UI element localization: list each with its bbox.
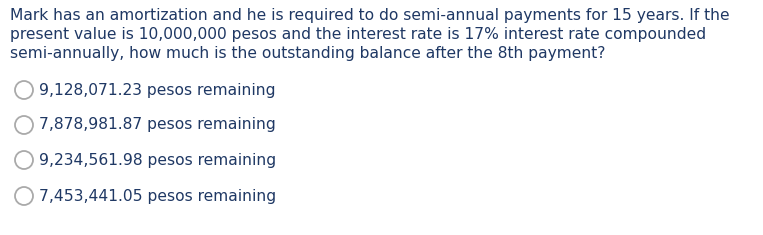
Text: semi-annually, how much is the outstanding balance after the 8th payment?: semi-annually, how much is the outstandi… <box>10 46 606 61</box>
Text: 9,234,561.98 pesos remaining: 9,234,561.98 pesos remaining <box>39 153 276 168</box>
Text: 7,453,441.05 pesos remaining: 7,453,441.05 pesos remaining <box>39 188 276 204</box>
Text: present value is 10,000,000 pesos and the interest rate is 17% interest rate com: present value is 10,000,000 pesos and th… <box>10 27 706 42</box>
Text: 9,128,071.23 pesos remaining: 9,128,071.23 pesos remaining <box>39 82 275 98</box>
Text: Mark has an amortization and he is required to do semi-annual payments for 15 ye: Mark has an amortization and he is requi… <box>10 8 729 23</box>
Text: 7,878,981.87 pesos remaining: 7,878,981.87 pesos remaining <box>39 118 275 133</box>
